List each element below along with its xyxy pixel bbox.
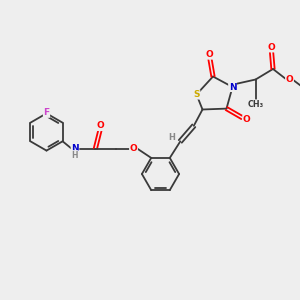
Text: N: N: [71, 144, 79, 153]
Text: O: O: [130, 144, 137, 153]
Text: O: O: [96, 122, 104, 130]
Text: CH₃: CH₃: [248, 100, 264, 109]
Text: O: O: [267, 43, 275, 52]
Text: O: O: [206, 50, 213, 59]
Text: N: N: [229, 82, 236, 91]
Text: O: O: [286, 75, 293, 84]
Text: H: H: [169, 133, 175, 142]
Text: S: S: [193, 90, 200, 99]
Text: O: O: [243, 116, 250, 124]
Text: H: H: [72, 151, 78, 160]
Text: F: F: [44, 108, 50, 117]
